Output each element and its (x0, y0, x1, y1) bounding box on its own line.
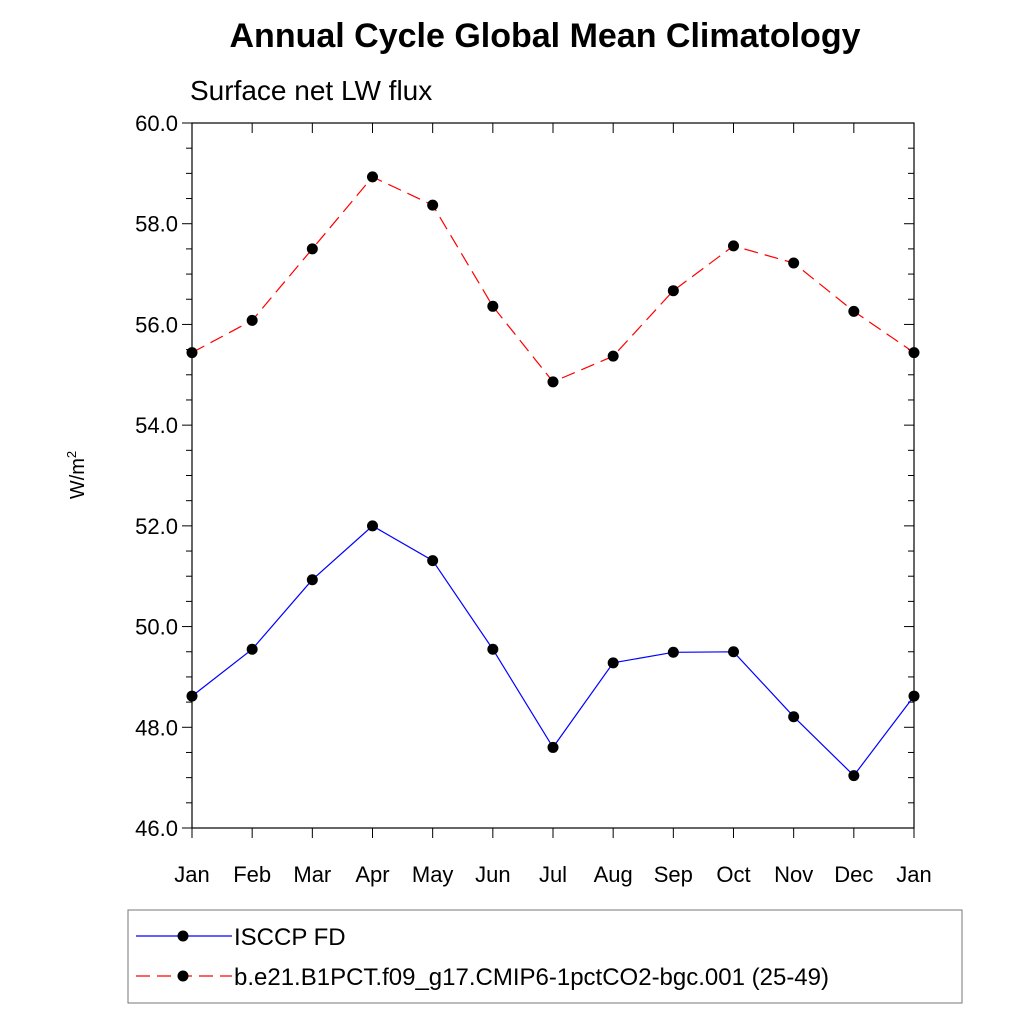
legend-label-1: ISCCP FD (234, 924, 346, 951)
y-tick-label: 48.0 (135, 715, 178, 740)
legend-marker-1 (177, 930, 189, 942)
y-tick-label: 60.0 (135, 111, 178, 136)
series-1-point (788, 711, 800, 723)
legend-items: ISCCP FD b.e21.B1PCT.f09_g17.CMIP6-1pctCO… (136, 924, 829, 991)
y-tick-label: 54.0 (135, 413, 178, 438)
legend-marker-2 (177, 970, 189, 982)
y-axis-label-base: W/m (67, 458, 89, 499)
series-2-point (788, 257, 800, 269)
x-tick-label: Feb (233, 862, 271, 887)
series-1-point (848, 770, 860, 782)
plot-frame (191, 122, 915, 829)
series-2-point (186, 347, 198, 359)
series-2-point (848, 305, 860, 317)
series-1-point (186, 690, 198, 702)
x-tick-label: Aug (594, 862, 633, 887)
x-tick-label: Jul (539, 862, 567, 887)
series-2-point (367, 171, 378, 183)
y-tick-label: 56.0 (135, 312, 178, 337)
x-tick-label: Jan (174, 862, 209, 887)
chart-title: Annual Cycle Global Mean Climatology (230, 17, 861, 55)
x-tick-label: Sep (654, 862, 693, 887)
series-2-point (487, 300, 499, 312)
legend: ISCCP FD b.e21.B1PCT.f09_g17.CMIP6-1pctCO… (127, 909, 963, 1004)
series-1-point (427, 555, 439, 567)
x-tick-label: Jan (896, 862, 931, 887)
x-axis: Jan Feb Mar Apr May Jun Jul Aug Sep Oct Nov Dec Jan (174, 123, 932, 887)
y-tick-label: 46.0 (135, 816, 178, 841)
series-1-point (607, 657, 619, 669)
y-axis-label: W/m2 (64, 451, 89, 499)
series-2-point (607, 350, 619, 362)
series-2-point (908, 347, 920, 359)
y-tick-label: 58.0 (135, 212, 178, 237)
legend-box (127, 909, 963, 1004)
series-line-1 (191, 525, 915, 777)
chart-subtitle: Surface net LW flux (190, 75, 432, 106)
series-2-point (667, 285, 679, 297)
series-1-point (487, 643, 499, 655)
x-tick-label: Jun (475, 862, 510, 887)
x-tick-label: Dec (834, 862, 873, 887)
series-1-point (667, 646, 679, 658)
y-axis: 46.0 48.0 50.0 52.0 54.0 56.0 58.0 60.0 (135, 111, 914, 841)
series-1-point (908, 690, 920, 702)
series-line-2 (191, 176, 915, 383)
series-2-point (427, 199, 439, 211)
series-2-point (728, 240, 739, 252)
x-tick-label: Apr (355, 862, 389, 887)
series-1-point (547, 741, 559, 753)
series-1-point (728, 646, 739, 658)
legend-label-2: b.e21.B1PCT.f09_g17.CMIP6-1pctCO2-bgc.00… (234, 964, 829, 991)
series-2-point (246, 314, 258, 326)
series-2-point (306, 243, 318, 255)
x-tick-label: Nov (774, 862, 813, 887)
x-tick-label: Mar (293, 862, 331, 887)
series-2-point (547, 376, 559, 388)
x-tick-label: Oct (716, 862, 750, 887)
x-tick-label: May (412, 862, 454, 887)
series-layer (186, 171, 920, 782)
series-1-point (246, 643, 258, 655)
y-tick-label: 50.0 (135, 615, 178, 640)
y-axis-label-superscript: 2 (64, 451, 79, 458)
y-tick-label: 52.0 (135, 514, 178, 539)
series-1-point (306, 574, 318, 586)
series-1-point (367, 520, 378, 532)
